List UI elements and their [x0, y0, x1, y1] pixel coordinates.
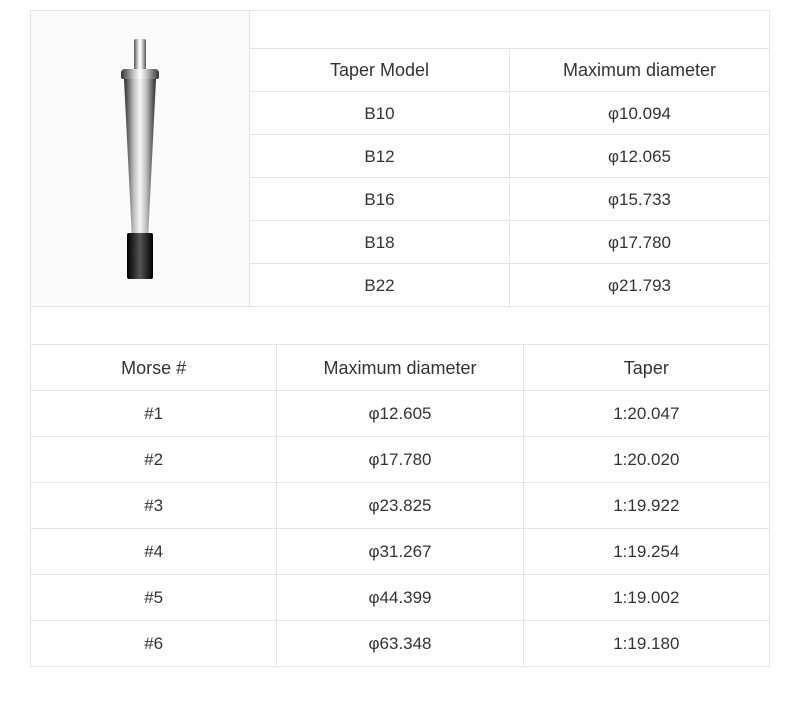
cell-taper: 1:19.180 — [523, 621, 770, 667]
taper-model-table: Taper Model Maximum diameter B10 φ10.094… — [250, 11, 770, 307]
cell-max-diameter: φ15.733 — [510, 178, 770, 221]
table-row: B16 φ15.733 — [250, 178, 770, 221]
table-row: B22 φ21.793 — [250, 264, 770, 307]
cell-max-diameter: φ17.780 — [276, 437, 522, 483]
table-row: B12 φ12.065 — [250, 135, 770, 178]
cell-morse: #1 — [30, 391, 276, 437]
cell-max-diameter: φ21.793 — [510, 264, 770, 307]
table-header-row: Taper Model Maximum diameter — [250, 49, 770, 92]
cell-taper: 1:19.254 — [523, 529, 770, 575]
col-header-max-diameter: Maximum diameter — [510, 49, 770, 92]
cell-morse: #3 — [30, 483, 276, 529]
cell-max-diameter: φ23.825 — [276, 483, 522, 529]
cell-taper-model: B16 — [250, 178, 510, 221]
page-wrap: Taper Model Maximum diameter B10 φ10.094… — [30, 10, 770, 667]
morse-table: Morse # Maximum diameter Taper #1 φ12.60… — [30, 345, 770, 667]
cell-max-diameter: φ12.605 — [276, 391, 522, 437]
cell-morse: #6 — [30, 621, 276, 667]
table-row: #1 φ12.605 1:20.047 — [30, 391, 770, 437]
cell-max-diameter: φ44.399 — [276, 575, 522, 621]
drill-arbor-icon — [110, 39, 170, 279]
table-row: B10 φ10.094 — [250, 92, 770, 135]
table-header-row: Morse # Maximum diameter Taper — [30, 345, 770, 391]
cell-taper: 1:20.047 — [523, 391, 770, 437]
col-header-morse: Morse # — [30, 345, 276, 391]
product-image-cell — [30, 11, 250, 307]
col-header-max-diameter: Maximum diameter — [276, 345, 522, 391]
table-row: #4 φ31.267 1:19.254 — [30, 529, 770, 575]
table-row: #6 φ63.348 1:19.180 — [30, 621, 770, 667]
table-row: B18 φ17.780 — [250, 221, 770, 264]
cell-morse: #2 — [30, 437, 276, 483]
cell-morse: #4 — [30, 529, 276, 575]
cell-taper-model: B10 — [250, 92, 510, 135]
col-header-taper-model: Taper Model — [250, 49, 510, 92]
cell-taper-model: B12 — [250, 135, 510, 178]
cell-taper: 1:19.002 — [523, 575, 770, 621]
cell-max-diameter: φ10.094 — [510, 92, 770, 135]
table-row: #3 φ23.825 1:19.922 — [30, 483, 770, 529]
cell-taper-model: B18 — [250, 221, 510, 264]
cell-taper: 1:19.922 — [523, 483, 770, 529]
cell-max-diameter: φ63.348 — [276, 621, 522, 667]
top-section: Taper Model Maximum diameter B10 φ10.094… — [30, 10, 770, 307]
cell-taper: 1:20.020 — [523, 437, 770, 483]
cell-morse: #5 — [30, 575, 276, 621]
mid-spacer — [30, 307, 770, 345]
cell-max-diameter: φ17.780 — [510, 221, 770, 264]
cell-max-diameter: φ12.065 — [510, 135, 770, 178]
top-spacer — [250, 11, 770, 49]
cell-max-diameter: φ31.267 — [276, 529, 522, 575]
col-header-taper: Taper — [523, 345, 770, 391]
cell-taper-model: B22 — [250, 264, 510, 307]
table-row: #5 φ44.399 1:19.002 — [30, 575, 770, 621]
table-row: #2 φ17.780 1:20.020 — [30, 437, 770, 483]
